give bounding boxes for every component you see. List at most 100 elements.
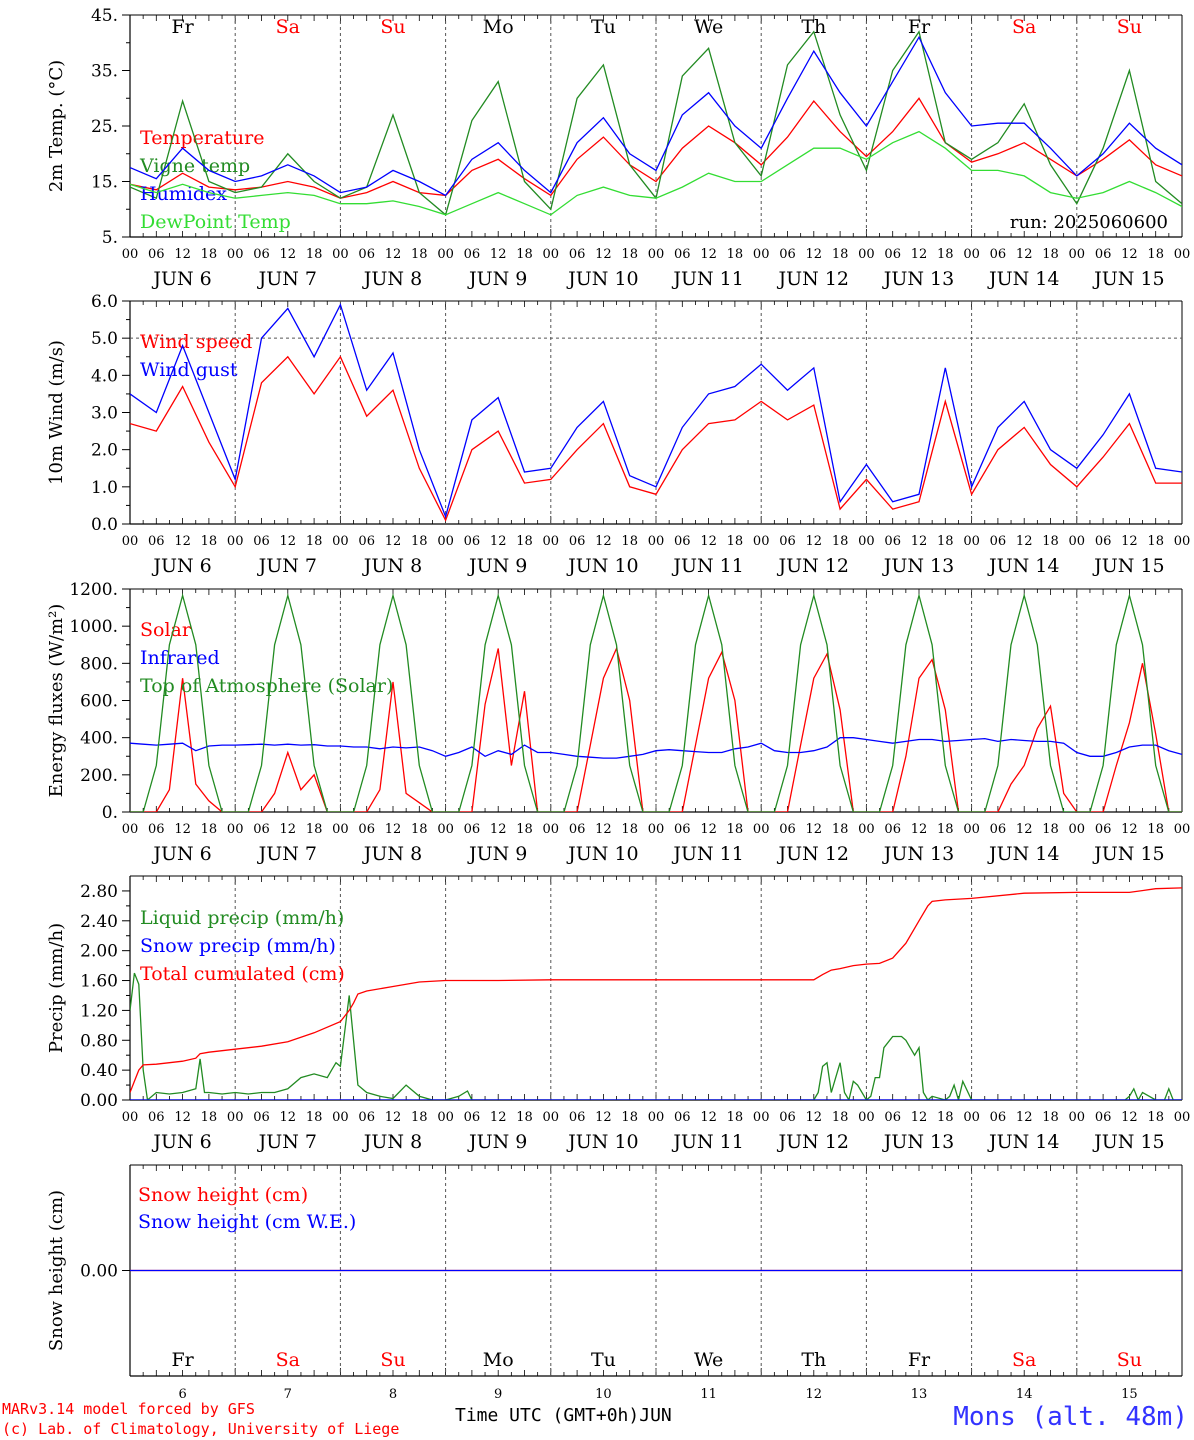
hour-tick-label: 00 bbox=[1174, 1110, 1191, 1125]
day-label: JUN 7 bbox=[257, 1131, 317, 1153]
hour-tick-label: 06 bbox=[358, 534, 375, 549]
day-number-label: 11 bbox=[700, 1387, 717, 1402]
hour-tick-label: 06 bbox=[148, 822, 165, 837]
weekday-label: Tu bbox=[591, 16, 616, 38]
day-label: JUN 8 bbox=[362, 268, 422, 290]
day-number-label: 9 bbox=[494, 1387, 502, 1402]
hour-tick-label: 12 bbox=[700, 534, 717, 549]
hour-tick-label: 18 bbox=[937, 247, 954, 262]
legend-label: Humidex bbox=[140, 183, 227, 205]
hour-tick-label: 00 bbox=[227, 534, 244, 549]
hour-tick-label: 18 bbox=[832, 247, 849, 262]
day-number-label: 7 bbox=[284, 1387, 292, 1402]
day-number-label: 6 bbox=[178, 1387, 186, 1402]
day-label: JUN 13 bbox=[882, 555, 954, 577]
hour-tick-label: 06 bbox=[990, 1110, 1007, 1125]
hour-tick-label: 00 bbox=[753, 247, 770, 262]
hour-tick-label: 06 bbox=[674, 534, 691, 549]
hour-tick-label: 18 bbox=[1042, 247, 1059, 262]
hour-tick-label: 12 bbox=[1121, 822, 1138, 837]
hour-tick-label: 12 bbox=[280, 247, 297, 262]
hour-tick-label: 06 bbox=[884, 247, 901, 262]
hour-tick-label: 18 bbox=[306, 247, 323, 262]
day-label: JUN 11 bbox=[671, 555, 743, 577]
y-tick-label: 2.0 bbox=[91, 441, 118, 461]
y-tick-label: 800. bbox=[80, 654, 118, 674]
hour-tick-label: 12 bbox=[174, 822, 191, 837]
hour-tick-label: 18 bbox=[1147, 1110, 1164, 1125]
hour-tick-label: 12 bbox=[806, 1110, 823, 1125]
y-tick-label: 1200. bbox=[69, 580, 118, 600]
weekday-label: Th bbox=[801, 1349, 826, 1371]
hour-tick-label: 00 bbox=[122, 534, 139, 549]
hour-tick-label: 06 bbox=[569, 822, 586, 837]
y-tick-label: 0.00 bbox=[80, 1091, 118, 1111]
hour-tick-label: 18 bbox=[411, 822, 428, 837]
hour-tick-label: 18 bbox=[621, 247, 638, 262]
y-tick-label: 2.80 bbox=[80, 882, 118, 902]
hour-tick-label: 00 bbox=[227, 1110, 244, 1125]
hour-tick-label: 18 bbox=[937, 1110, 954, 1125]
series-line bbox=[130, 972, 1182, 1100]
hour-tick-label: 00 bbox=[858, 534, 875, 549]
weekday-label: Fr bbox=[908, 1349, 931, 1371]
y-tick-label: 0.00 bbox=[80, 1262, 118, 1282]
time-axis-label: Time UTC (GMT+0h)JUN bbox=[455, 1405, 672, 1426]
day-label: JUN 13 bbox=[882, 843, 954, 865]
weekday-label: We bbox=[694, 1349, 723, 1371]
hour-tick-label: 00 bbox=[122, 247, 139, 262]
day-label: JUN 13 bbox=[882, 268, 954, 290]
hour-tick-label: 12 bbox=[806, 247, 823, 262]
hour-tick-label: 06 bbox=[990, 247, 1007, 262]
hour-tick-label: 12 bbox=[385, 247, 402, 262]
hour-tick-label: 06 bbox=[358, 1110, 375, 1125]
hour-tick-label: 12 bbox=[280, 1110, 297, 1125]
hour-tick-label: 06 bbox=[779, 247, 796, 262]
y-tick-label: 0.0 bbox=[91, 515, 118, 535]
y-tick-label: 0. bbox=[102, 803, 118, 823]
hour-tick-label: 12 bbox=[1121, 534, 1138, 549]
series-line bbox=[130, 592, 1182, 812]
hour-tick-label: 06 bbox=[464, 822, 481, 837]
day-label: JUN 10 bbox=[566, 268, 638, 290]
hour-tick-label: 00 bbox=[1069, 1110, 1086, 1125]
day-label: JUN 6 bbox=[151, 1131, 211, 1153]
hour-tick-label: 18 bbox=[201, 534, 218, 549]
weekday-label: Mo bbox=[483, 16, 514, 38]
y-tick-label: 5. bbox=[102, 228, 118, 248]
hour-tick-label: 12 bbox=[911, 1110, 928, 1125]
panel-5: 0.00 Snow height (cm) Snow height (cm) Snow… bbox=[46, 1164, 1183, 1402]
hour-tick-label: 00 bbox=[122, 1110, 139, 1125]
y-tick-label: 0.40 bbox=[80, 1061, 118, 1081]
hour-tick-label: 18 bbox=[411, 1110, 428, 1125]
day-label: JUN 9 bbox=[467, 555, 527, 577]
series-line bbox=[130, 35, 1182, 197]
hour-tick-label: 18 bbox=[1042, 1110, 1059, 1125]
weekday-label: Th bbox=[801, 16, 826, 38]
hour-tick-label: 06 bbox=[1095, 247, 1112, 262]
hour-tick-label: 18 bbox=[621, 822, 638, 837]
day-label: JUN 6 bbox=[151, 268, 211, 290]
hour-tick-label: 06 bbox=[253, 247, 270, 262]
y-tick-label: 0.80 bbox=[80, 1031, 118, 1051]
y-tick-label: 1.0 bbox=[91, 478, 118, 498]
hour-tick-label: 06 bbox=[884, 822, 901, 837]
hour-tick-label: 00 bbox=[1069, 534, 1086, 549]
run-label: run: 2025060600 bbox=[1010, 212, 1168, 233]
hour-tick-label: 12 bbox=[385, 1110, 402, 1125]
hour-tick-label: 00 bbox=[648, 247, 665, 262]
hour-tick-label: 18 bbox=[201, 1110, 218, 1125]
time-axis-month: JUN bbox=[639, 1405, 672, 1426]
y-tick-label: 600. bbox=[80, 692, 118, 712]
hour-tick-label: 18 bbox=[727, 822, 744, 837]
hour-tick-label: 12 bbox=[1121, 1110, 1138, 1125]
hour-tick-label: 00 bbox=[543, 1110, 560, 1125]
hour-tick-label: 12 bbox=[1016, 822, 1033, 837]
hour-tick-label: 12 bbox=[174, 1110, 191, 1125]
weekday-label: Sa bbox=[276, 1349, 300, 1371]
hour-tick-label: 00 bbox=[332, 534, 349, 549]
hour-tick-label: 12 bbox=[385, 822, 402, 837]
hour-tick-label: 00 bbox=[122, 822, 139, 837]
hour-tick-label: 12 bbox=[1016, 1110, 1033, 1125]
day-number-label: 10 bbox=[595, 1387, 612, 1402]
